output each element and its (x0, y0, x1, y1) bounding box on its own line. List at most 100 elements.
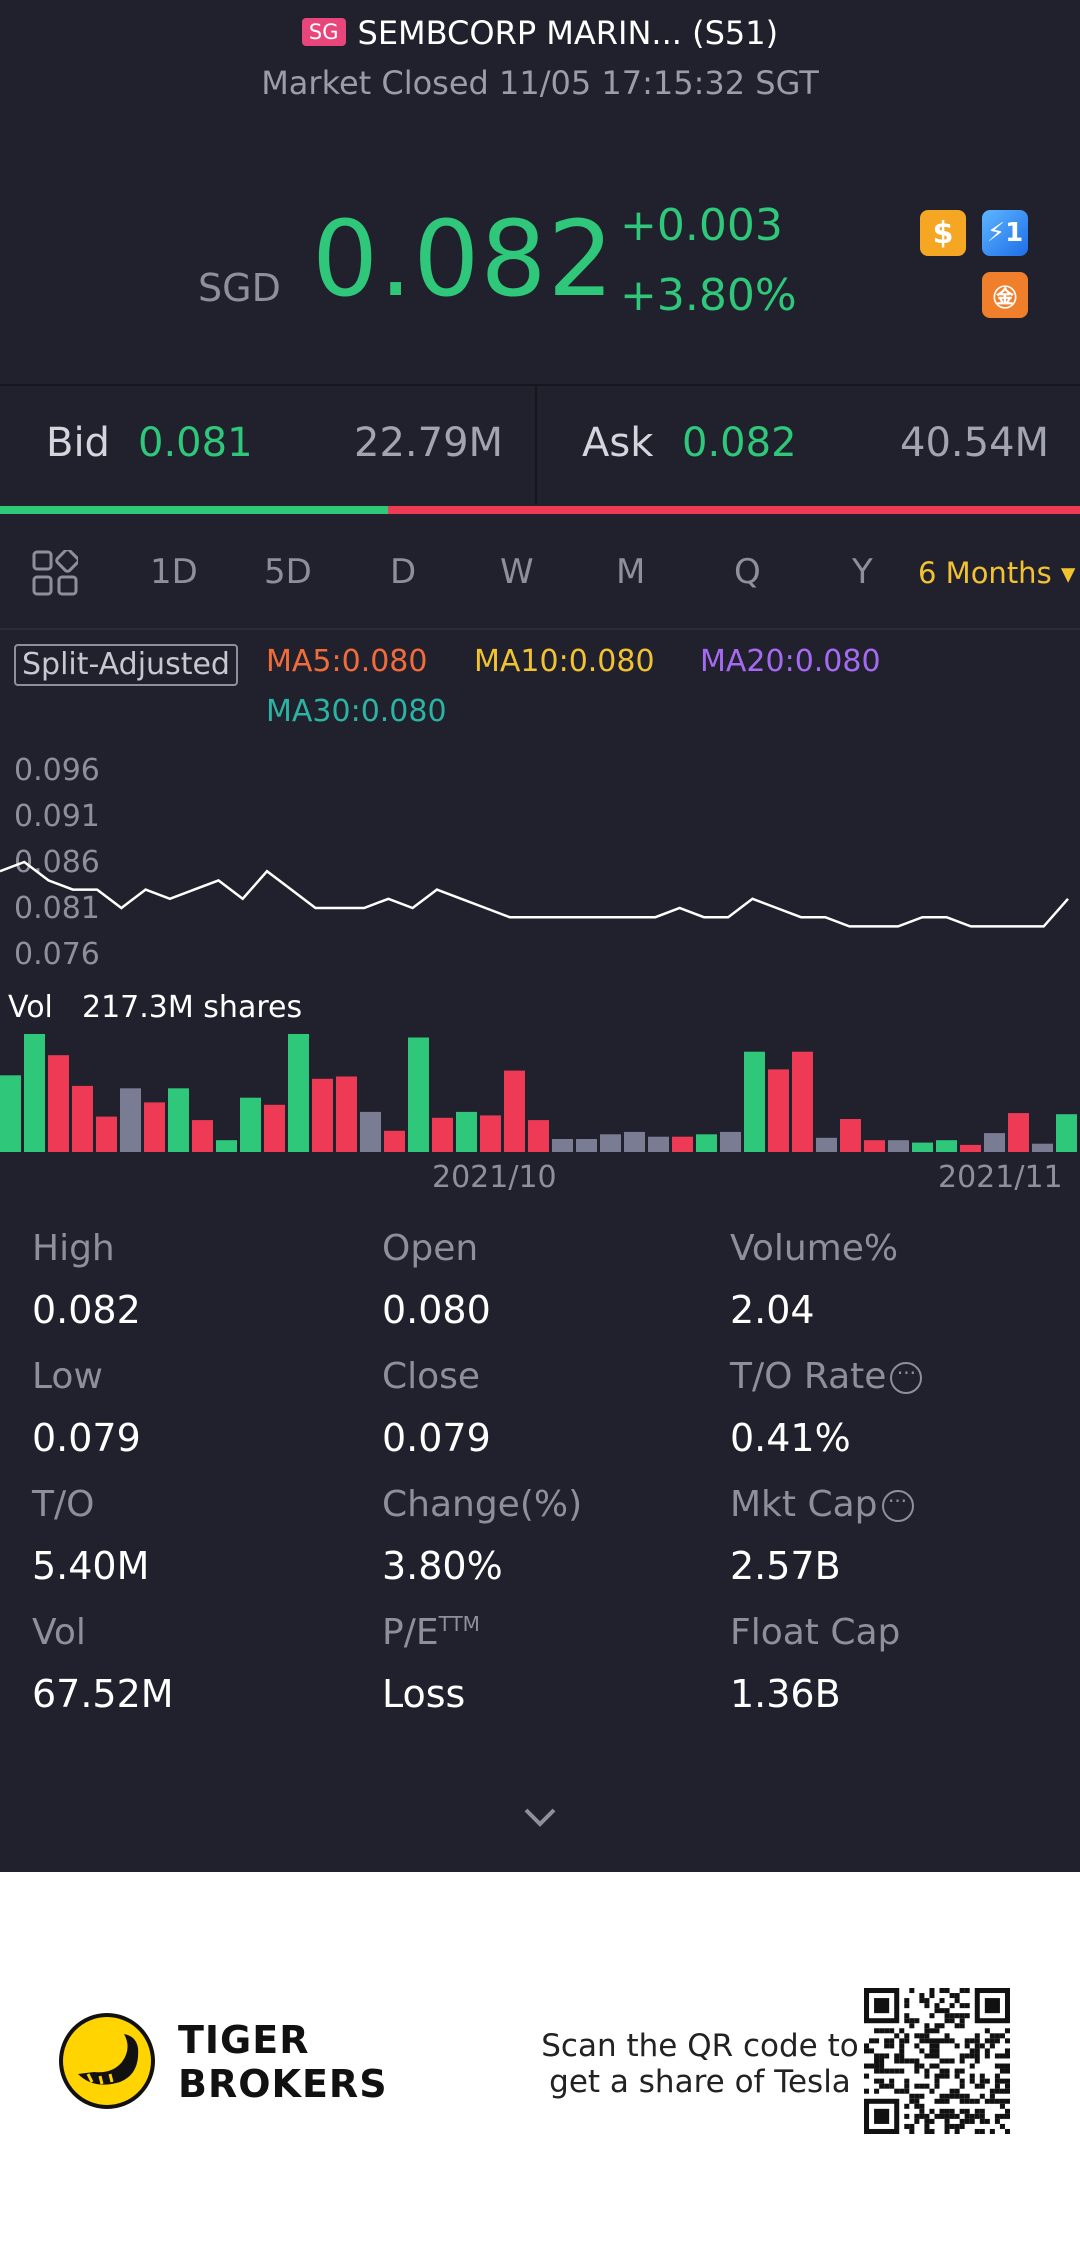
chevron-down-icon[interactable] (520, 1802, 560, 1832)
tiger-logo-icon (59, 2013, 155, 2109)
volume-bar (408, 1037, 429, 1152)
tab-quarter[interactable]: Q (734, 552, 761, 592)
info-icon[interactable]: ··· (890, 1362, 923, 1394)
volume-bar (528, 1120, 549, 1152)
change-label: Change(%) (382, 1484, 583, 1525)
divider (0, 628, 1080, 630)
volume-bar (600, 1134, 621, 1152)
close-value: 0.079 (382, 1416, 491, 1460)
volume-bar (936, 1140, 957, 1152)
dollar-icon[interactable]: $ (920, 210, 966, 256)
ask-label: Ask (582, 420, 654, 466)
price-change-percent: +3.80% (620, 270, 797, 321)
volume-bar (360, 1111, 381, 1152)
volume-bar (1008, 1113, 1029, 1152)
tab-5d[interactable]: 5D (264, 552, 312, 592)
x-tick-label: 2021/11 (938, 1160, 1063, 1195)
stock-name: SEMBCORP MARIN... (S51) (357, 14, 779, 52)
bid-label: Bid (46, 420, 110, 466)
ask-size: 40.54M (900, 420, 1050, 466)
volume-bar (336, 1076, 357, 1152)
volume-bar (384, 1130, 405, 1152)
volume-bar (432, 1117, 453, 1152)
finance-icon[interactable]: ㊎ (982, 272, 1028, 318)
x-tick-label: 2021/10 (432, 1160, 557, 1195)
turnover-rate-value: 0.41% (730, 1416, 851, 1460)
volume-bar (24, 1034, 45, 1152)
price-chart[interactable]: 0.096 0.091 0.086 0.081 0.076 (0, 740, 1080, 980)
market-flag: SG (301, 18, 346, 46)
volume-bar (48, 1055, 69, 1152)
low-label: Low (32, 1356, 103, 1397)
qr-code-icon (864, 1988, 1010, 2134)
market-status: Market Closed 11/05 17:15:32 SGT (261, 64, 819, 102)
volume-bar (816, 1137, 837, 1152)
promo-text: Scan the QR code to (541, 2028, 859, 2064)
tab-day[interactable]: D (390, 552, 417, 592)
chart-type-grid-icon[interactable] (32, 550, 78, 596)
brand-name: BROKERS (178, 2062, 388, 2106)
tab-month[interactable]: M (616, 552, 646, 592)
volume-bar (744, 1051, 765, 1152)
volume-bar (672, 1136, 693, 1152)
pe-label: P/ETTM (382, 1612, 480, 1653)
volume-bar (72, 1085, 93, 1152)
ma5-label: MA5:0.080 (266, 644, 428, 679)
volume-bar (480, 1115, 501, 1152)
market-cap-value: 2.57B (730, 1544, 841, 1588)
volume-label: Vol (8, 990, 53, 1025)
volume-bar (168, 1088, 189, 1152)
open-value: 0.080 (382, 1288, 491, 1332)
volume-bar (624, 1131, 645, 1152)
volume-bar (720, 1131, 741, 1152)
volume-bar (96, 1116, 117, 1152)
high-label: High (32, 1228, 115, 1269)
volume-bar (120, 1088, 141, 1152)
vol-label: Vol (32, 1612, 86, 1653)
volume-bar (552, 1139, 573, 1152)
volume-bar (240, 1097, 261, 1152)
ma10-label: MA10:0.080 (474, 644, 655, 679)
volume-bar (216, 1140, 237, 1152)
vol-value: 67.52M (32, 1672, 174, 1716)
tab-year[interactable]: Y (852, 552, 873, 592)
volume-bar (456, 1111, 477, 1152)
turnover-value: 5.40M (32, 1544, 150, 1588)
volume-bar (192, 1120, 213, 1152)
tab-1d[interactable]: 1D (150, 552, 198, 592)
volume-bar (0, 1075, 21, 1152)
volume-bar (912, 1142, 933, 1152)
change-value: 3.80% (382, 1544, 503, 1588)
last-price: 0.082 (312, 198, 615, 320)
low-value: 0.079 (32, 1416, 141, 1460)
ask-ratio-bar (388, 506, 1080, 514)
tab-week[interactable]: W (500, 552, 534, 592)
market-cap-text: Mkt Cap (730, 1484, 878, 1525)
period-dropdown[interactable]: 6 Months ▾ (918, 556, 1076, 590)
currency-label: SGD (198, 266, 281, 310)
float-cap-value: 1.36B (730, 1672, 841, 1716)
turnover-rate-text: T/O Rate (730, 1356, 887, 1397)
price-line (0, 860, 1069, 928)
split-adjusted-toggle[interactable]: Split-Adjusted (14, 644, 238, 686)
flash-icon[interactable]: ⚡1 (982, 210, 1028, 256)
pe-text: P/E (382, 1612, 439, 1653)
ask-price: 0.082 (682, 420, 797, 466)
volume-percent-value: 2.04 (730, 1288, 815, 1332)
brand-name: TIGER (178, 2018, 310, 2062)
ma20-label: MA20:0.080 (700, 644, 881, 679)
volume-bar (864, 1140, 885, 1152)
float-cap-label: Float Cap (730, 1612, 901, 1653)
divider (0, 384, 1080, 386)
ma30-label: MA30:0.080 (266, 694, 447, 729)
volume-bar (840, 1119, 861, 1152)
footer-banner: TIGER BROKERS Scan the QR code to get a … (0, 1872, 1080, 2252)
y-tick-label: 0.076 (14, 937, 100, 972)
volume-bar (888, 1140, 909, 1152)
info-icon[interactable]: ··· (881, 1490, 914, 1522)
volume-chart[interactable] (0, 1030, 1080, 1152)
stock-title: SG SEMBCORP MARIN... (S51) (0, 14, 1080, 52)
volume-bar (576, 1139, 597, 1152)
turnover-rate-label: T/O Rate ··· (730, 1356, 923, 1397)
volume-bar (696, 1134, 717, 1152)
